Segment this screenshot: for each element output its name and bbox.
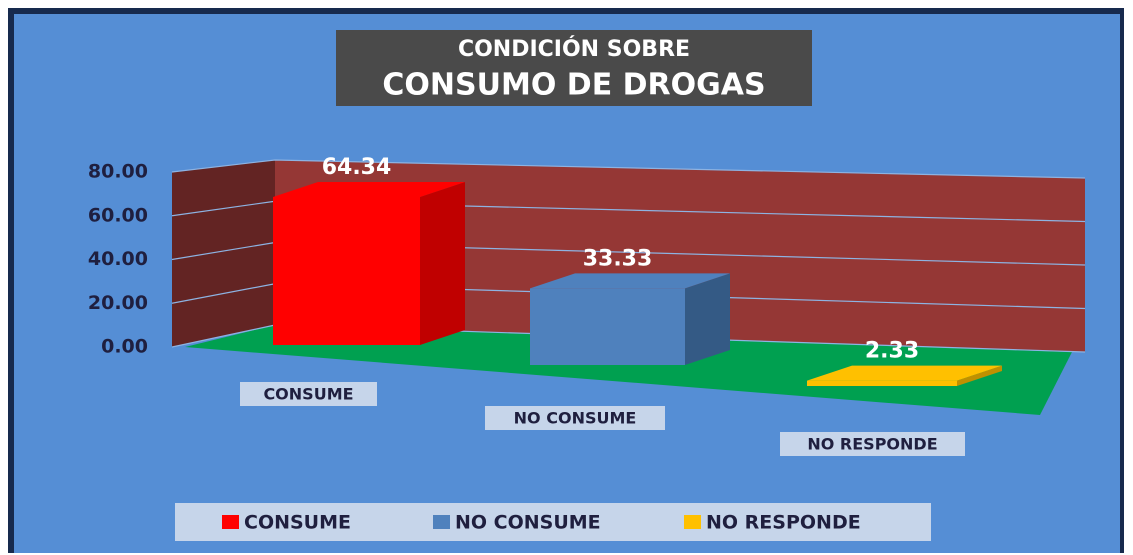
- bar-top: [807, 365, 1002, 381]
- left-wall: [172, 160, 275, 347]
- legend-swatch: [684, 515, 701, 529]
- floor: [185, 325, 1072, 415]
- y-tick-label: 80.00: [88, 161, 148, 183]
- x-label-box: [780, 432, 965, 456]
- chart-title: CONSUMO DE DROGAS: [382, 68, 765, 103]
- y-tick-label: 0.00: [101, 336, 148, 358]
- x-label-box: [240, 382, 377, 406]
- x-tick-label: NO RESPONDE: [807, 435, 937, 454]
- legend-label: CONSUME: [244, 512, 351, 534]
- bar-side: [420, 182, 465, 345]
- x-tick-label: NO CONSUME: [514, 409, 637, 428]
- value-label: 2.33: [865, 339, 919, 364]
- back-wall: [275, 160, 1085, 352]
- bar: [273, 182, 465, 345]
- bar-front: [530, 288, 685, 365]
- bar-side: [957, 365, 1002, 386]
- y-tick-label: 60.00: [88, 204, 148, 226]
- bar: [530, 273, 730, 365]
- legend-label: NO RESPONDE: [706, 512, 861, 534]
- bar-front: [807, 380, 957, 386]
- legend-box: [175, 503, 931, 541]
- value-label: 64.34: [322, 155, 392, 180]
- y-tick-label: 40.00: [88, 248, 148, 270]
- legend-swatch: [433, 515, 450, 529]
- bar: [807, 365, 1002, 386]
- bar-top: [530, 273, 730, 289]
- chart-title: CONDICIÓN SOBRE: [458, 36, 690, 62]
- bar-top: [273, 182, 465, 198]
- bar-front: [273, 197, 420, 345]
- grid-line: [171, 159, 1086, 179]
- y-tick-label: 20.00: [88, 292, 148, 314]
- legend-label: NO CONSUME: [455, 512, 601, 534]
- legend-swatch: [222, 515, 239, 529]
- title-box: [336, 30, 812, 106]
- x-tick-label: CONSUME: [263, 385, 353, 404]
- value-label: 33.33: [583, 246, 653, 271]
- x-label-box: [485, 406, 665, 430]
- bar-side: [685, 273, 730, 365]
